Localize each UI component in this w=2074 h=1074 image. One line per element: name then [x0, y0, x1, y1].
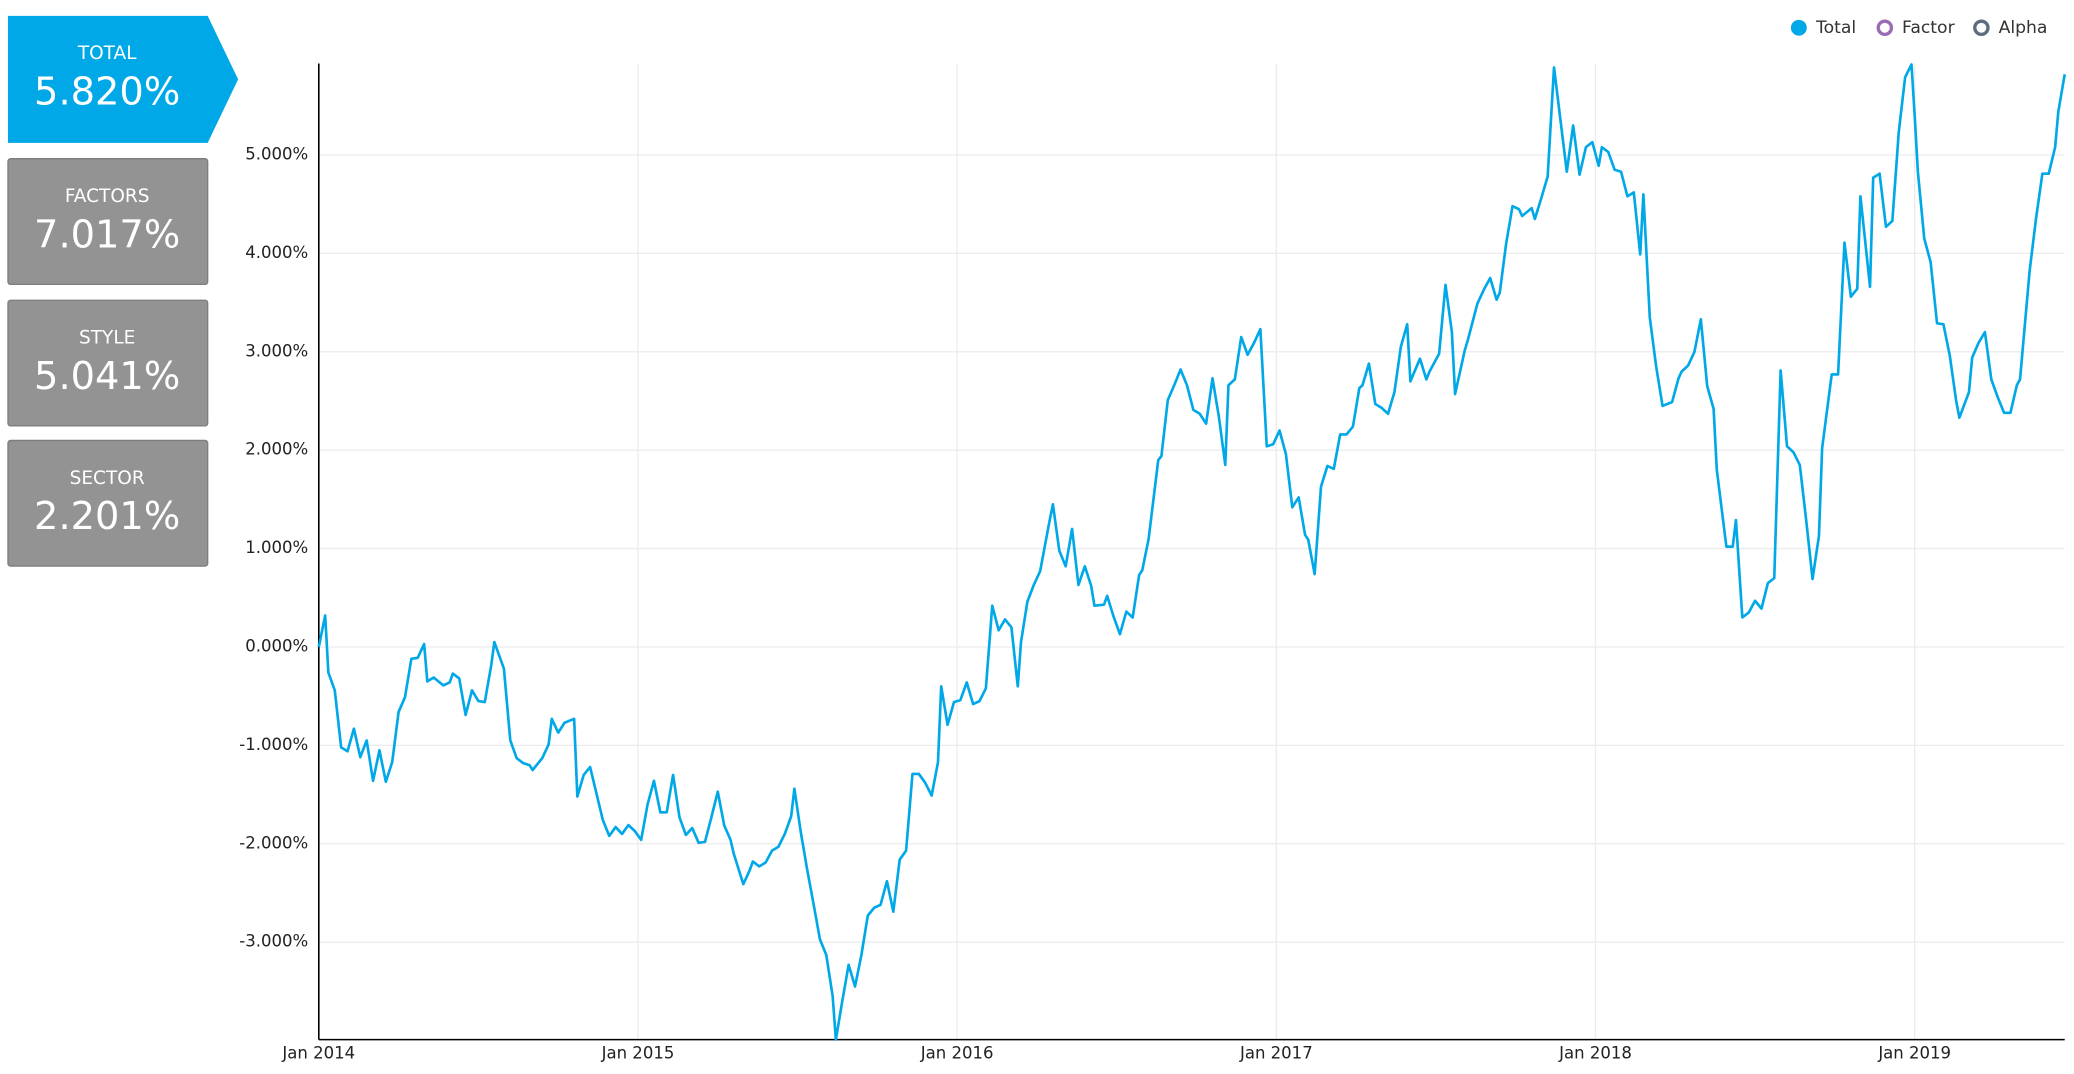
card[interactable]: [7, 299, 209, 427]
card-label: TOTAL: [77, 43, 137, 64]
x-tick-label: Jan 2017: [1239, 1044, 1313, 1063]
card-label: STYLE: [79, 328, 135, 349]
card[interactable]: [7, 439, 209, 567]
legend-label[interactable]: Total: [1815, 18, 1856, 38]
card[interactable]: [7, 15, 239, 143]
card-label: FACTORS: [65, 186, 150, 207]
x-tick-label: Jan 2019: [1877, 1044, 1951, 1063]
legend-label[interactable]: Factor: [1902, 18, 1956, 38]
legend-marker[interactable]: [1876, 19, 1894, 37]
legend-marker[interactable]: [1973, 19, 1990, 37]
y-tick-label: -1.000%: [239, 735, 308, 754]
line: [317, 63, 2067, 1041]
card-value: 5.041%: [34, 354, 180, 399]
y-tick-label: -3.000%: [239, 932, 308, 951]
y-tick-label: 4.000%: [245, 243, 308, 262]
card-label: SECTOR: [70, 468, 145, 489]
y-tick-label: 5.000%: [245, 144, 308, 163]
card-value: 7.017%: [34, 212, 180, 257]
y-tick-label: 3.000%: [245, 341, 308, 360]
y-tick-label: -2.000%: [239, 833, 308, 852]
card-value: 5.820%: [34, 69, 180, 114]
x-tick-label: Jan 2018: [1558, 1044, 1632, 1063]
y-tick-label: 1.000%: [245, 538, 308, 557]
card[interactable]: [7, 158, 209, 286]
x-tick-label: Jan 2014: [281, 1044, 355, 1063]
card-value: 2.201%: [34, 494, 180, 539]
y-tick-label: 2.000%: [245, 440, 308, 459]
x-tick-label: Jan 2015: [601, 1044, 675, 1063]
x-tick-label: Jan 2016: [920, 1044, 994, 1063]
y-tick-label: 0.000%: [245, 636, 308, 655]
legend-label[interactable]: Alpha: [1999, 18, 2048, 38]
legend-marker[interactable]: [1790, 19, 1807, 36]
